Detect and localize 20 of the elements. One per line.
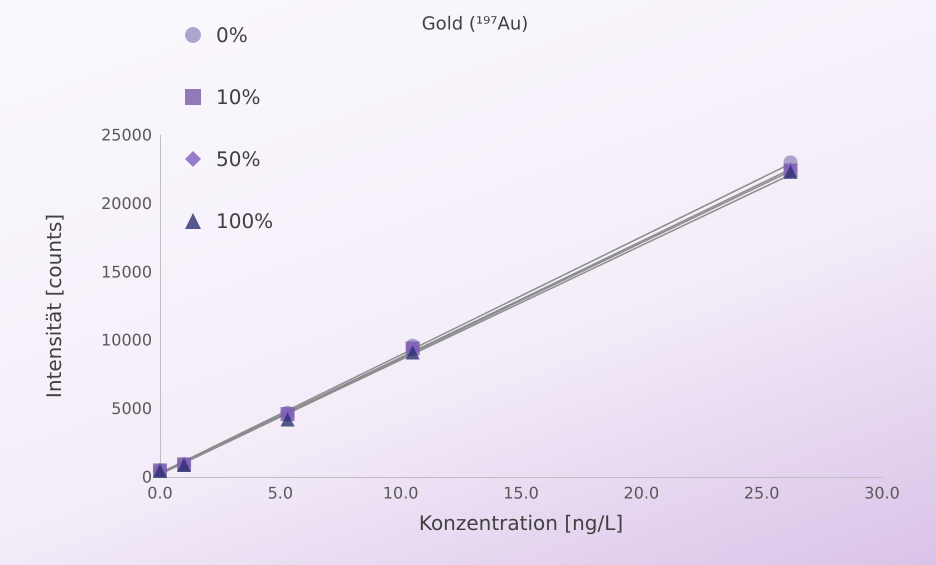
x-tick-label: 20.0 bbox=[624, 484, 660, 502]
y-tick-label: 25000 bbox=[101, 126, 152, 144]
y-tick-label: 15000 bbox=[101, 262, 152, 282]
x-tick-label: 5.0 bbox=[268, 484, 294, 502]
x-tick-label: 30.0 bbox=[864, 484, 900, 502]
legend-label: 10% bbox=[216, 85, 260, 109]
y-tick-label: 10000 bbox=[101, 330, 152, 350]
x-tick-label: 0.0 bbox=[147, 484, 173, 502]
legend-label: 100% bbox=[216, 209, 274, 233]
chart-title: Gold (¹⁹⁷Au) bbox=[422, 14, 528, 34]
x-tick-label: 25.0 bbox=[744, 484, 780, 502]
legend-label: 50% bbox=[216, 147, 260, 171]
x-tick-label: 15.0 bbox=[503, 484, 539, 502]
y-tick-label: 0 bbox=[142, 468, 152, 486]
y-tick-label: 5000 bbox=[111, 399, 152, 418]
y-tick-label: 20000 bbox=[101, 194, 152, 213]
x-axis-title: Konzentration [ng/L] bbox=[418, 511, 624, 535]
y-axis-title: Intensität [counts] bbox=[42, 214, 66, 398]
x-tick-label: 10.0 bbox=[382, 484, 418, 502]
legend-label: 0% bbox=[216, 23, 248, 47]
